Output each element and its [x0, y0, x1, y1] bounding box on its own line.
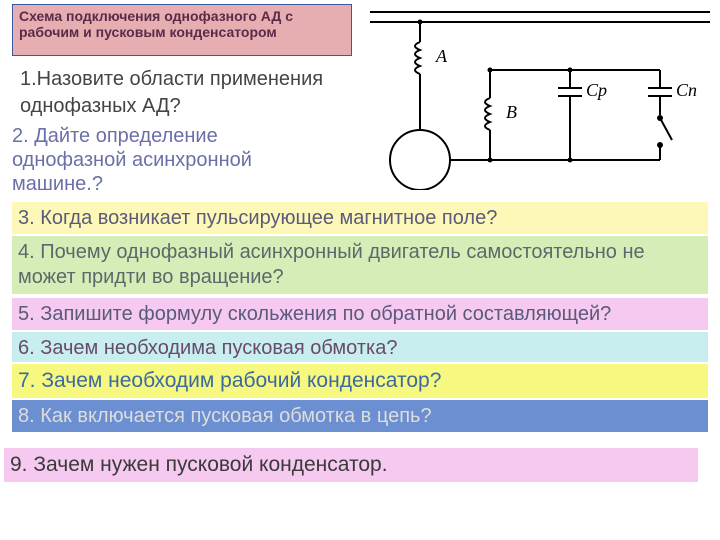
label-a: A [435, 46, 448, 66]
label-cn: Cп [676, 80, 697, 100]
question-8: 8. Как включается пусковая обмотка в цеп… [12, 400, 708, 432]
question-1: 1.Назовите области применения однофазных… [20, 66, 330, 120]
slide: Схема подключения однофазного АД с рабоч… [0, 0, 720, 540]
question-4: 4. Почему однофазный асинхронный двигате… [12, 236, 708, 294]
question-7: 7. Зачем необходим рабочий конденсатор? [12, 364, 708, 398]
question-3: 3. Когда возникает пульсирующее магнитно… [12, 202, 708, 234]
question-5: 5. Запишите формулу скольжения по обратн… [12, 298, 708, 330]
question-9: 9. Зачем нужен пусковой конденсатор. [4, 448, 698, 482]
label-b: В [506, 102, 517, 122]
circuit-svg: A В Cр Cп [360, 0, 712, 190]
question-2: 2. Дайте определение однофазной асинхрон… [12, 124, 322, 196]
question-6: 6. Зачем необходима пусковая обмотка? [12, 332, 708, 362]
circuit-diagram: A В Cр Cп [360, 0, 712, 190]
label-cr: Cр [586, 80, 607, 100]
title-box: Схема подключения однофазного АД с рабоч… [12, 4, 352, 56]
